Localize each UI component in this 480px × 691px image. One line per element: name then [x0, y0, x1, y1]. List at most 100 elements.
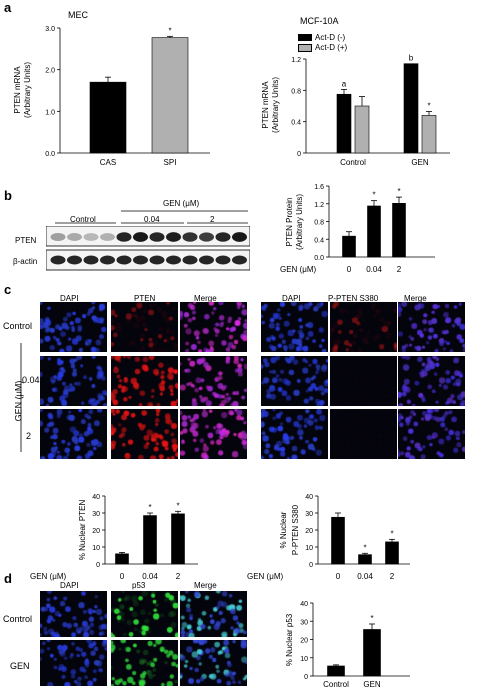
blot-group-control: Control [70, 215, 96, 224]
legend-label-actd-minus: Act-D (-) [315, 33, 346, 42]
micrograph-0-04-pten [111, 356, 178, 406]
panel-letter-a: a [4, 0, 12, 15]
y-axis-label-line2: (Arbitrary Units) [23, 62, 32, 118]
bar-0 [342, 235, 356, 258]
x-tick-label-0: 0 [347, 265, 352, 274]
d-header-p53: p53 [132, 581, 146, 590]
blot-gen-header: GEN (μM) [163, 199, 200, 208]
y-tick-label: 1.2 [291, 57, 301, 64]
y-tick-label: 0.0 [45, 151, 55, 158]
chart-nuclear-pten: 0 10 20 30 40 % Nuclear PTEN 0 * 0.04 * 2 GEN (μM) [30, 494, 198, 581]
y-tick-label: 1.2 [314, 202, 324, 209]
y-tick-label: 10 [300, 656, 308, 663]
y-tick-label: 10 [92, 545, 100, 552]
micrograph-0-04-merge [398, 356, 465, 406]
bar-2-annotation: * [390, 529, 393, 538]
pten-band [149, 232, 165, 242]
bar-control-series1 [336, 93, 352, 154]
bar-gen-series1-annotation: b [409, 54, 414, 63]
legend-label-actd-plus: Act-D (+) [315, 43, 348, 52]
western-blot [46, 226, 250, 271]
y-tick-label: 1.0 [45, 109, 55, 116]
micrograph-2-ppten [330, 409, 397, 459]
y-tick-label: 3.0 [45, 26, 55, 33]
pten-band [83, 233, 99, 241]
pten-band [100, 233, 115, 241]
x-tick-label-gen: GEN [411, 158, 429, 167]
bar-0.04-annotation: * [363, 543, 366, 552]
panel-letter-d: d [4, 571, 12, 586]
actin-band [83, 255, 99, 265]
micrograph-2-pten [111, 409, 178, 459]
micrograph-0-04-ppten [330, 356, 397, 406]
x-tick-label-spi: SPI [164, 158, 177, 167]
pten-band [166, 232, 181, 242]
y-tick-label: 30 [300, 619, 308, 626]
c-row-label-control: Control [3, 321, 33, 331]
c-left-header-pten: PTEN [134, 294, 156, 303]
pten-band [50, 232, 66, 242]
blot-pten-strip [46, 226, 250, 247]
micrograph-d-gen-p53 [111, 640, 178, 686]
bar-2 [385, 541, 399, 565]
panel-letter-b: b [4, 188, 12, 203]
y-tick-label: 0.4 [291, 120, 301, 127]
y-tick-label: 0 [96, 562, 100, 569]
bar-gen-series1 [403, 63, 419, 154]
y-axis-label: % Nuclear PTEN [78, 500, 87, 561]
chart-nuclear-p-pten: 0 10 20 30 40 % Nuclear P-PTEN S380 0 * 0.04 * 2 GEN… [247, 494, 410, 581]
x-axis-prefix-label: GEN (μM) [280, 265, 316, 274]
y-axis-label: PTEN Protein [285, 198, 294, 247]
micrograph-2-merge [398, 409, 465, 459]
chart-mec: 0.0 1.0 2.0 3.0 PTEN mRNA (Arbitrary Units) CA… [13, 26, 210, 167]
micrograph-d-gen-merge [180, 640, 247, 686]
micrograph-d-control-dapi [40, 591, 107, 637]
actin-band [100, 255, 115, 265]
y-tick-label: 20 [300, 638, 308, 645]
legend-mcf10a: Act-D (-) Act-D (+) [298, 33, 347, 53]
pten-band [232, 232, 247, 242]
micrograph-control-pten [111, 302, 178, 352]
micrograph-0-04-dapi [261, 356, 328, 406]
actin-band [199, 255, 214, 265]
x-tick-label-0.04: 0.04 [357, 572, 373, 581]
actin-band [67, 255, 82, 265]
x-tick-label-2: 2 [390, 572, 395, 581]
x-tick-label-0.04: 0.04 [142, 572, 158, 581]
c-row-label-2: 2 [26, 431, 32, 441]
y-tick-label: 0 [304, 674, 308, 681]
x-axis-prefix-label: GEN (μM) [247, 572, 283, 581]
bar-0 [331, 516, 345, 565]
x-tick-label-2: 2 [176, 572, 181, 581]
blot-bands [50, 232, 247, 265]
c-left-header-dapi: DAPI [60, 294, 79, 303]
actin-band [149, 255, 165, 265]
x-axis-prefix-label: GEN (μM) [30, 572, 66, 581]
c-gen-label: GEN (μM) [13, 380, 24, 422]
blot-row-beta-actin: β-actin [13, 257, 38, 266]
y-tick-label: 40 [300, 601, 308, 608]
x-tick-label-2: 2 [397, 265, 402, 274]
micrograph-0-04-merge [180, 356, 247, 406]
x-tick-label-control: Control [323, 680, 349, 689]
y-tick-label: 40 [92, 494, 100, 501]
bar-spi [151, 37, 189, 154]
bar-2-annotation: * [397, 187, 400, 196]
micrograph-2-merge [180, 409, 247, 459]
legend-swatch-actd-minus [298, 34, 312, 42]
y-tick-label: 30 [92, 511, 100, 518]
bar-0.04-annotation: * [148, 503, 151, 512]
blot-group-0-04: 0.04 [144, 215, 160, 224]
y-axis-label-line2: (Arbitrary Units) [271, 77, 280, 133]
bar-gen-annotation: * [370, 614, 373, 623]
micrograph-control-merge [180, 302, 247, 352]
pten-band [116, 232, 132, 242]
bar-cas [89, 81, 127, 154]
bar-gen-series2 [421, 115, 437, 154]
micrograph-control-merge [398, 302, 465, 352]
micrograph-d-control-merge [180, 591, 247, 637]
actin-band [133, 255, 148, 265]
bar-0.04-annotation: * [372, 191, 375, 200]
